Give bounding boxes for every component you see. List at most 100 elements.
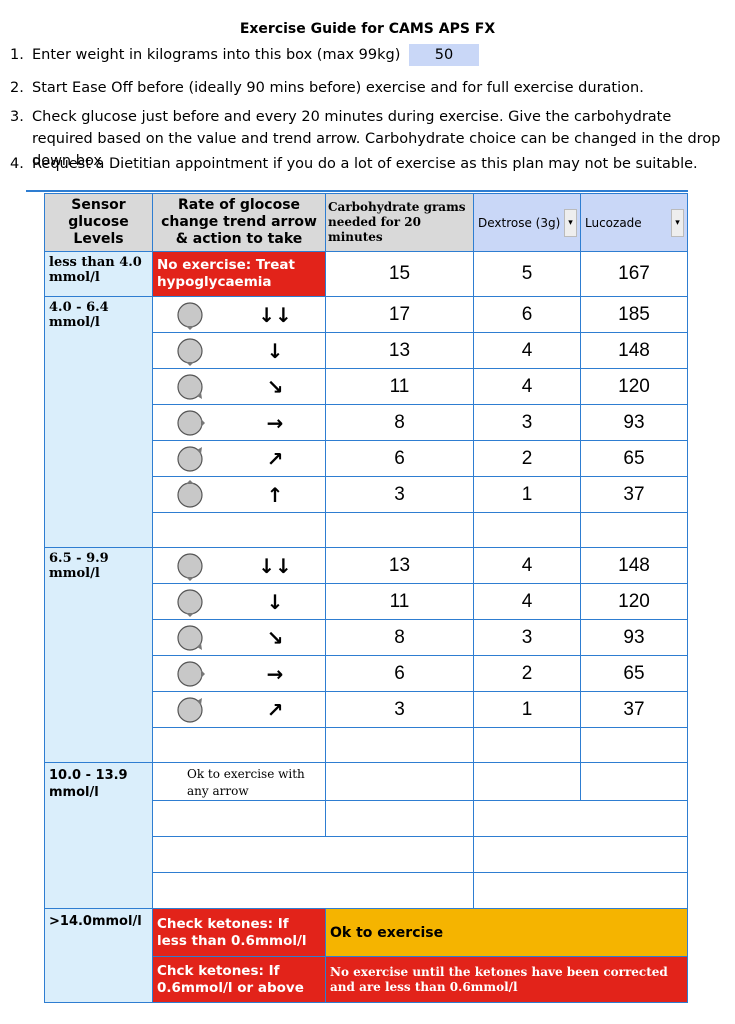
trend-dial-icon bbox=[177, 696, 203, 723]
carb-value: 13 bbox=[325, 332, 474, 369]
level-high: >14.0mmol/l bbox=[44, 908, 153, 1003]
trend-arrow: ↓ bbox=[266, 338, 284, 363]
carb-choice-dropdown-2[interactable]: Lucozade ▾ bbox=[580, 193, 688, 252]
trend-cell: ↗ bbox=[152, 691, 326, 728]
trend-cell: → bbox=[152, 655, 326, 692]
table-row: 6.5 - 9.9 mmol/l ↓↓ 13 4 148 bbox=[44, 547, 688, 763]
lucozade-value: 93 bbox=[580, 619, 688, 656]
trend-dial-icon bbox=[177, 624, 203, 651]
trend-cell: → bbox=[152, 404, 326, 441]
trend-dial-icon bbox=[177, 588, 203, 617]
carb-value: 3 bbox=[325, 691, 474, 728]
result-ok-exercise: Ok to exercise bbox=[325, 908, 688, 957]
carb-value: 3 bbox=[325, 476, 474, 513]
dextrose-value: 6 bbox=[473, 296, 581, 333]
instruction-number: 1. bbox=[10, 47, 24, 63]
table-row-blank bbox=[45, 727, 688, 763]
carb-value: 13 bbox=[325, 547, 474, 584]
lucozade-value: 93 bbox=[580, 404, 688, 441]
trend-cell: ↑ bbox=[152, 476, 326, 513]
trend-dial-icon bbox=[177, 445, 203, 472]
level-band-3: 10.0 - 13.9 mmol/l bbox=[44, 762, 153, 909]
header-carb: Carbohydrate grams needed for 20 minutes bbox=[325, 193, 474, 252]
trend-cell: ↘ bbox=[152, 619, 326, 656]
table-row: ↗ 3 1 37 bbox=[45, 691, 688, 728]
trend-arrow: ↑ bbox=[266, 482, 284, 507]
lucozade-value: 65 bbox=[580, 655, 688, 692]
dextrose-value: 4 bbox=[473, 368, 581, 405]
lucozade-value: 167 bbox=[580, 251, 688, 297]
action-treat-hypo: No exercise: Treat hypoglycaemia bbox=[152, 251, 326, 297]
page-title: Exercise Guide for CAMS APS FX bbox=[239, 21, 496, 37]
trend-arrow: ↓ bbox=[266, 589, 284, 614]
dextrose-value: 4 bbox=[473, 332, 581, 369]
action-check-ketones-high: Chck ketones: If 0.6mmol/l or above bbox=[152, 956, 326, 1003]
trend-cell: ↓↓ bbox=[152, 547, 326, 584]
result-no-exercise: No exercise until the ketones have been … bbox=[325, 956, 688, 1003]
trend-arrow: → bbox=[266, 410, 284, 435]
lucozade-value: 37 bbox=[580, 691, 688, 728]
carb-value: 15 bbox=[325, 251, 474, 297]
lucozade-value: 120 bbox=[580, 583, 688, 620]
table-row: ↑ 3 1 37 bbox=[45, 476, 688, 513]
carb-value: 11 bbox=[325, 583, 474, 620]
table-row: → 6 2 65 bbox=[45, 655, 688, 692]
table-row: ↗ 6 2 65 bbox=[45, 440, 688, 477]
weight-input[interactable]: 50 bbox=[408, 44, 479, 66]
lucozade-value: 148 bbox=[580, 547, 688, 584]
dextrose-value: 1 bbox=[473, 691, 581, 728]
trend-cell: ↓ bbox=[152, 332, 326, 369]
table-row: 4.0 - 6.4 mmol/l ↓↓ 17 6 185 bbox=[44, 296, 688, 548]
trend-dial-icon bbox=[177, 660, 205, 687]
divider bbox=[26, 190, 688, 192]
trend-cell: ↓ bbox=[152, 583, 326, 620]
carb-choice-dropdown-1[interactable]: Dextrose (3g) ▾ bbox=[473, 193, 581, 252]
table-row: ↘ 11 4 120 bbox=[45, 368, 688, 405]
table-row: ↓ 13 4 148 bbox=[45, 332, 688, 369]
level-band-1: 4.0 - 6.4 mmol/l bbox=[44, 296, 153, 548]
dextrose-value: 2 bbox=[473, 440, 581, 477]
action-check-ketones-low: Check ketones: If less than 0.6mmol/l bbox=[152, 908, 326, 957]
carb-value: 8 bbox=[325, 404, 474, 441]
trend-arrow: ↓↓ bbox=[258, 302, 292, 327]
trend-cell: ↗ bbox=[152, 440, 326, 477]
dropdown-arrow-icon[interactable]: ▾ bbox=[564, 208, 577, 237]
trend-dial-icon bbox=[177, 409, 205, 436]
trend-dial-icon bbox=[177, 552, 203, 581]
lucozade-value: 65 bbox=[580, 440, 688, 477]
trend-arrow: ↘ bbox=[266, 625, 284, 650]
dropdown-value: Lucozade bbox=[585, 215, 642, 230]
trend-arrow: ↗ bbox=[266, 446, 284, 471]
instruction-number: 3. bbox=[10, 109, 24, 125]
dropdown-arrow-icon[interactable]: ▾ bbox=[671, 208, 684, 237]
instruction-text: Enter weight in kilograms into this box … bbox=[32, 47, 401, 63]
trend-dial-icon bbox=[177, 373, 203, 400]
trend-arrow: ↘ bbox=[266, 374, 284, 399]
carb-value: 17 bbox=[325, 296, 474, 333]
dextrose-value: 1 bbox=[473, 476, 581, 513]
level-low: less than 4.0 mmol/l bbox=[44, 251, 153, 297]
instruction-text: Start Ease Off before (ideally 90 mins b… bbox=[32, 80, 644, 96]
dextrose-value: 2 bbox=[473, 655, 581, 692]
carb-value: 11 bbox=[325, 368, 474, 405]
dextrose-value: 3 bbox=[473, 619, 581, 656]
instruction-number: 4. bbox=[10, 156, 24, 172]
trend-cell: ↓↓ bbox=[152, 296, 326, 333]
dextrose-value: 4 bbox=[473, 583, 581, 620]
dextrose-value: 3 bbox=[473, 404, 581, 441]
trend-cell: ↘ bbox=[152, 368, 326, 405]
lucozade-value: 37 bbox=[580, 476, 688, 513]
trend-dial-icon bbox=[177, 301, 203, 330]
header-sensor: Sensor glucose Levels bbox=[44, 193, 153, 252]
trend-arrow: → bbox=[266, 661, 284, 686]
trend-arrow: ↓↓ bbox=[258, 553, 292, 578]
lucozade-value: 148 bbox=[580, 332, 688, 369]
dextrose-value: 4 bbox=[473, 547, 581, 584]
instruction-number: 2. bbox=[10, 80, 24, 96]
carb-value: 8 bbox=[325, 619, 474, 656]
level-band-2: 6.5 - 9.9 mmol/l bbox=[44, 547, 153, 763]
dropdown-value: Dextrose (3g) bbox=[478, 215, 561, 230]
trend-dial-icon bbox=[177, 479, 203, 508]
exercise-table: Sensor glucose Levels Rate of glocose ch… bbox=[44, 193, 688, 1003]
trend-arrow: ↗ bbox=[266, 697, 284, 722]
